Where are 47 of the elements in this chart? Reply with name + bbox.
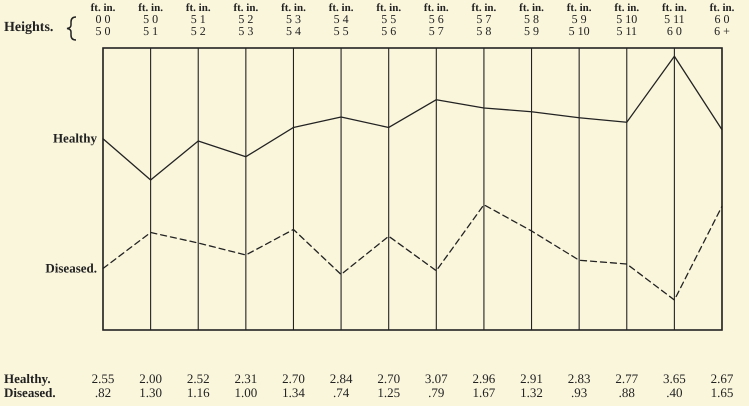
x-tick-label: ft. in. 5 1 5 2 (186, 2, 211, 38)
data-label: 1.34 (282, 385, 306, 400)
series-label: Healthy (52, 130, 98, 146)
data-label: 2.77 (615, 371, 639, 386)
data-label: .88 (618, 385, 635, 400)
x-tick-label: ft. in. 5 0 5 1 (138, 2, 164, 38)
data-label: 1.67 (472, 385, 496, 400)
data-label: 2.00 (139, 371, 162, 386)
data-label: .40 (666, 385, 683, 400)
data-label: 2.31 (234, 371, 258, 386)
series-label: Diseased. (45, 260, 97, 276)
data-label: 1.00 (234, 385, 258, 400)
data-label: 1.65 (710, 385, 734, 400)
data-label: .82 (94, 385, 112, 400)
data-label: 2.55 (92, 371, 114, 386)
data-label: 1.16 (186, 385, 210, 400)
x-tick-label: ft. in. 5 8 5 9 (519, 2, 544, 38)
data-label: .74 (332, 385, 350, 400)
data-label: 2.70 (377, 371, 400, 386)
data-label: 2.70 (282, 371, 305, 386)
text: Diseased. (4, 385, 56, 400)
x-tick-label: ft. in. 5 11 6 0 (662, 2, 688, 38)
x-tick-label: ft. in. 6 0 6 + (710, 2, 735, 38)
data-label: 1.25 (377, 385, 400, 400)
data-label: 3.07 (424, 371, 448, 386)
x-tick-label: ft. in. 5 6 5 7 (424, 2, 449, 38)
data-label: 2.52 (186, 371, 210, 386)
x-tick-label: ft. in. 5 2 5 3 (233, 2, 258, 38)
text: Healthy. (4, 371, 51, 386)
x-axis-title: Heights. (4, 20, 54, 35)
data-label: 2.84 (330, 371, 353, 386)
data-label: .93 (571, 385, 588, 400)
x-tick-label: ft. in. 5 7 5 8 (472, 2, 497, 38)
data-label: 2.96 (472, 371, 496, 386)
data-label: 2.67 (710, 371, 734, 386)
x-tick-label: ft. in. 5 10 5 11 (614, 2, 640, 38)
x-tick-label: ft. in. 5 4 5 5 (328, 2, 354, 38)
data-label: 2.91 (520, 371, 543, 386)
data-label: 2.83 (568, 371, 591, 386)
x-tick-label: ft. in. 0 0 5 0 (90, 2, 116, 38)
data-label: .79 (428, 385, 444, 400)
x-tick-label: ft. in. 5 5 5 6 (376, 2, 402, 38)
x-tick-label: ft. in. 5 3 5 4 (281, 2, 306, 38)
x-tick-label: ft. in. 5 9 5 10 (566, 2, 592, 38)
data-label: 1.32 (520, 385, 543, 400)
data-label: 3.65 (663, 371, 686, 386)
data-label: 1.30 (139, 385, 162, 400)
